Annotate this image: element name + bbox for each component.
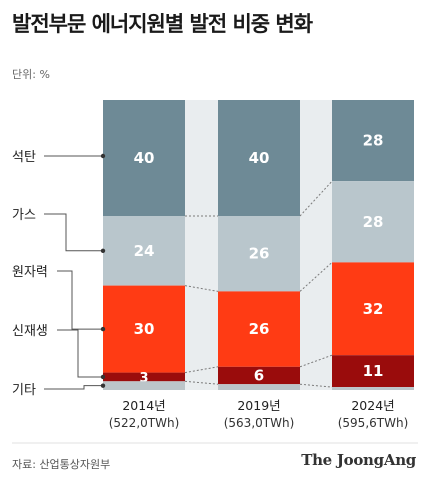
data-label-가스-1: 26 [249, 245, 270, 263]
leader-dot-신재생 [100, 374, 106, 380]
x-tick-label-0: 2014년 [122, 398, 165, 413]
chart-title: 발전부문 에너지원별 발전 비중 변화 [12, 12, 313, 36]
data-label-가스-0: 24 [134, 242, 155, 260]
bar-원자력-2 [332, 262, 414, 356]
data-label-원자력-2: 32 [363, 300, 384, 318]
unit-label: 단위: % [12, 68, 50, 81]
connector-line [184, 366, 219, 374]
bar-가스-1 [218, 216, 300, 292]
bar-원자력-0 [103, 285, 185, 373]
bar-석탄-2 [332, 100, 414, 182]
bar-석탄-0 [103, 100, 185, 216]
data-label-원자력-0: 30 [134, 320, 155, 338]
bar-신재생-0 [103, 372, 185, 382]
leader-line-신재생 [57, 329, 103, 378]
x-tick-label-2: 2024년 [351, 398, 394, 413]
legend-label-신재생: 신재생 [12, 324, 48, 339]
leader-dot-기타 [100, 383, 106, 388]
bar-기타-2 [332, 387, 414, 390]
x-tick-sublabel-0: (522,0TWh) [109, 416, 180, 430]
leader-dot-석탄 [100, 153, 106, 159]
data-label-석탄-1: 40 [249, 149, 270, 167]
x-tick-sublabel-1: (563,0TWh) [224, 416, 295, 430]
source-note: 자료: 산업통상자원부 [12, 458, 111, 471]
publisher-logo: The JoongAng [301, 451, 416, 469]
data-label-석탄-0: 40 [134, 149, 155, 167]
bar-신재생-2 [332, 355, 414, 388]
x-tick-sublabel-2: (595,6TWh) [338, 416, 409, 430]
legend-label-원자력: 원자력 [12, 265, 48, 280]
bar-원자력-1 [218, 291, 300, 367]
x-tick-label-1: 2019년 [237, 398, 280, 413]
bar-기타-1 [218, 384, 300, 390]
connector-line [299, 262, 333, 292]
data-label-석탄-2: 28 [363, 132, 384, 150]
bar-가스-2 [332, 181, 414, 263]
legend-label-기타: 기타 [12, 383, 36, 398]
connector-line [299, 383, 333, 388]
bar-석탄-1 [218, 100, 300, 216]
connector-line [184, 380, 219, 385]
bar-기타-0 [103, 381, 185, 390]
legend-label-가스: 가스 [12, 208, 36, 223]
bar-신재생-1 [218, 366, 300, 385]
data-label-가스-2: 28 [363, 213, 384, 231]
data-label-신재생-0: 3 [139, 371, 148, 386]
bar-가스-0 [103, 216, 185, 286]
gutter-1 [185, 100, 218, 390]
legend-label-석탄: 석탄 [12, 150, 36, 165]
leader-line-기타 [44, 385, 103, 390]
data-label-신재생-1: 6 [254, 367, 264, 385]
leader-dot-가스 [100, 248, 106, 253]
data-label-원자력-1: 26 [249, 320, 270, 338]
data-label-신재생-2: 11 [363, 362, 384, 380]
gutter-2 [300, 100, 332, 390]
leader-line-원자력 [57, 270, 103, 330]
leader-line-가스 [44, 213, 103, 252]
leader-dot-원자력 [100, 326, 106, 332]
connector-line [299, 354, 333, 368]
connector-line [184, 285, 219, 292]
